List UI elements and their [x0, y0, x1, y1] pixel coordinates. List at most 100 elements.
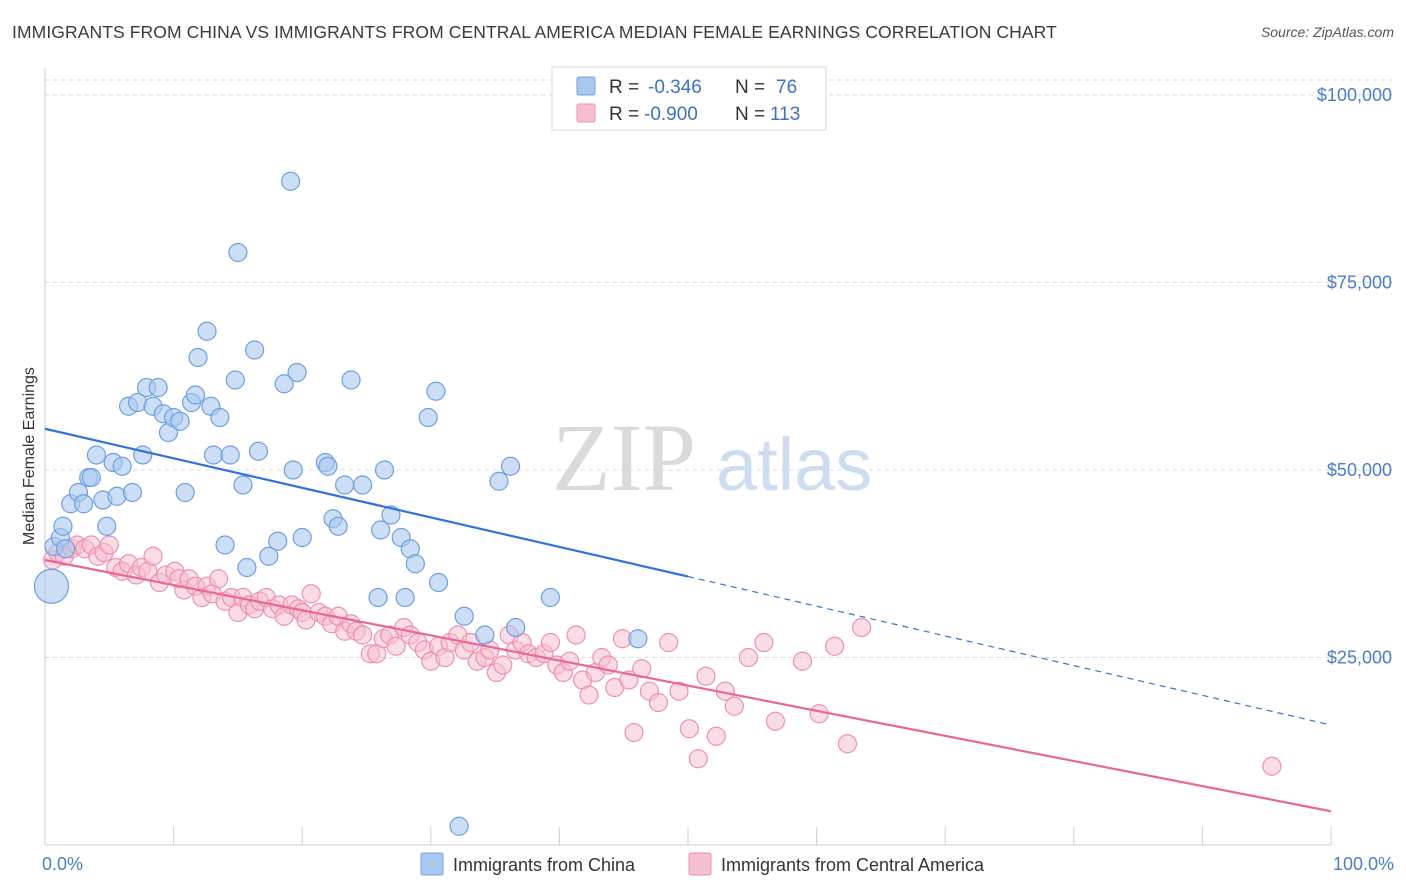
axis-labels: $25,000 $50,000 $75,000 $100,000 0.0% 100.0% [42, 85, 1394, 874]
point-china [292, 527, 312, 548]
point-china [97, 516, 117, 536]
point-china [426, 381, 446, 401]
point-central-america [765, 711, 786, 731]
point-central-america [837, 734, 858, 754]
bottom-legend-swatch-china [420, 852, 444, 876]
point-central-america [624, 722, 644, 743]
watermark-atlas: atlas [716, 423, 872, 506]
point-china [283, 460, 303, 480]
point-central-america [143, 546, 163, 566]
point-china [225, 370, 245, 390]
point-china [540, 587, 560, 608]
point-central-america [679, 719, 699, 739]
point-china [86, 445, 107, 465]
legend-n-value-central-america: 113 [770, 104, 800, 125]
series-central-america [43, 535, 1282, 776]
trend-line-china [44, 427, 689, 578]
legend-swatch-central-america [576, 103, 596, 123]
point-china [188, 347, 208, 368]
legend-n-label-china: N = [735, 77, 765, 98]
y-tick-label: $100,000 [1317, 85, 1392, 105]
point-china [328, 516, 348, 536]
bottom-legend-label-china: Immigrants from China [453, 855, 636, 875]
bottom-legend-label-central-america: Immigrants from Central America [721, 855, 985, 875]
y-tick-label: $25,000 [1327, 648, 1392, 668]
point-china [175, 482, 195, 503]
point-central-america [566, 625, 586, 645]
x-tick-label-end: 100.0% [1333, 854, 1394, 874]
trend-lines [44, 427, 1332, 813]
point-china [203, 445, 224, 465]
point-china [248, 441, 269, 461]
point-china [112, 456, 132, 476]
point-china [53, 516, 73, 536]
point-china [215, 535, 235, 555]
point-china [500, 456, 521, 476]
point-central-america [209, 569, 229, 589]
chart-title: IMMIGRANTS FROM CHINA VS IMMIGRANTS FROM… [12, 22, 1057, 42]
point-china [628, 629, 648, 649]
point-central-america [669, 681, 689, 701]
bottom-legend: Immigrants from China Immigrants from Ce… [420, 852, 985, 876]
point-china [449, 816, 469, 836]
point-china [428, 572, 449, 593]
point-central-america [386, 636, 406, 656]
point-china [245, 340, 265, 360]
point-china [454, 606, 474, 626]
point-central-america [688, 749, 708, 769]
point-central-america [632, 659, 652, 679]
point-central-america [99, 535, 119, 555]
point-central-america [724, 696, 744, 716]
point-china [381, 505, 401, 525]
trend-line-china-extension [687, 575, 1332, 726]
point-china [185, 385, 206, 405]
point-central-america [825, 636, 845, 656]
legend-n-value-china: 76 [776, 77, 797, 98]
x-tick-label-start: 0.0% [42, 854, 83, 874]
watermark: ZIP atlas [552, 404, 872, 511]
point-china [368, 587, 388, 608]
point-china [259, 546, 279, 566]
point-china [475, 625, 495, 645]
point-central-america [353, 625, 373, 645]
point-china [33, 568, 70, 604]
point-china [197, 321, 217, 341]
legend: R = -0.346 N = 76 R = -0.900 N = 113 [551, 66, 827, 131]
legend-swatch-china [576, 76, 596, 96]
axes [44, 68, 1332, 846]
bottom-legend-swatch-central-america [688, 852, 712, 876]
point-china [274, 374, 294, 394]
watermark-zip: ZIP [552, 404, 696, 511]
point-central-america [754, 632, 774, 653]
point-china [489, 471, 509, 491]
point-china [122, 482, 143, 503]
y-tick-label: $75,000 [1327, 273, 1392, 293]
point-central-america [540, 632, 560, 653]
point-china [341, 370, 361, 390]
point-central-america [809, 704, 829, 724]
point-china [233, 475, 253, 495]
point-china [371, 520, 391, 540]
point-china [268, 531, 288, 551]
point-china [374, 460, 395, 480]
point-central-america [792, 651, 813, 671]
point-central-america [738, 647, 759, 668]
point-china [73, 494, 94, 514]
point-central-america [648, 692, 669, 713]
point-china [237, 557, 257, 578]
point-china [170, 411, 190, 431]
point-central-america [659, 632, 679, 653]
point-china [81, 467, 101, 488]
point-china [506, 617, 526, 638]
point-central-america [852, 617, 872, 638]
point-china [395, 587, 415, 608]
point-central-america [579, 685, 599, 705]
point-china [281, 171, 301, 191]
point-china [55, 539, 76, 559]
legend-r-label-china: R = [609, 77, 639, 98]
point-china [220, 445, 240, 465]
point-china [210, 407, 230, 428]
y-tick-label: $50,000 [1327, 460, 1392, 480]
trend-line-central-america [44, 558, 1332, 813]
